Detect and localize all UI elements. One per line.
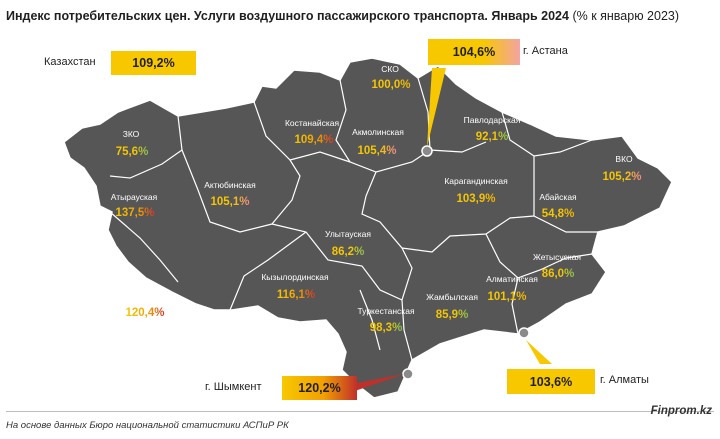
almaty-pointer <box>526 340 552 364</box>
region-name-ulytau: Улытауская <box>325 229 371 239</box>
shymkent-value: 120,2% <box>298 381 341 395</box>
region-value-vko: 105,2% <box>602 171 642 183</box>
almaty-box <box>507 369 595 394</box>
region-name-pavlodar: Павлодарская <box>463 115 521 125</box>
region-value-akmola: 105,4% <box>357 145 397 157</box>
astana-pointer <box>427 68 446 147</box>
chart-title: Индекс потребительских цен. Услуги возду… <box>6 9 679 23</box>
shymkent-box <box>282 376 357 400</box>
region-name-almaty-region: Алматинская <box>486 274 538 284</box>
kazakhstan-value: 109,2% <box>132 56 175 70</box>
region-name-aktobe: Актюбинская <box>204 180 256 190</box>
almaty-label: г. Алматы <box>600 374 649 386</box>
region-value-zhambyl: 85,9% <box>435 309 469 321</box>
almaty-value: 103,6% <box>529 374 573 389</box>
region-name-atyrau: Атырауская <box>110 192 158 202</box>
brand-logo: Finprom.kz <box>650 405 712 417</box>
shymkent-label: г. Шымкент <box>205 381 262 393</box>
astana-marker <box>421 145 433 157</box>
region-value-sko: 100,0% <box>371 79 411 91</box>
region-value-kostanay: 109,4% <box>294 134 334 146</box>
region-name-karaganda: Карагандинская <box>444 176 508 186</box>
region-name-kyzylorda: Кызылординская <box>261 272 329 282</box>
footer-divider <box>6 411 714 412</box>
almaty-marker <box>518 327 530 339</box>
region-name-kostanay: Костанайская <box>284 118 340 128</box>
kazakhstan-label: Казахстан <box>44 56 96 68</box>
kazakhstan-box <box>111 51 196 75</box>
region-value-abay: 54,8% <box>541 208 575 220</box>
region-value-mangistau: 120,4% <box>125 307 165 319</box>
region-value-zhetysu: 86,0% <box>541 268 575 280</box>
region-name-abay: Абайская <box>539 192 577 202</box>
title-main: Индекс потребительских цен. Услуги возду… <box>6 9 569 23</box>
region-value-almaty-region: 101,1% <box>487 291 527 303</box>
astana-label: г. Астана <box>523 45 568 57</box>
region-value-zko: 75,6% <box>115 146 149 158</box>
region-borders <box>109 77 598 361</box>
astana-box <box>428 39 520 65</box>
region-name-zko: ЗКО <box>122 129 140 139</box>
region-name-vko: ВКО <box>615 154 633 164</box>
region-name-akmola: Акмолинская <box>352 127 404 137</box>
region-name-mangistau: Мангистауская <box>118 292 178 302</box>
region-value-turkestan: 98,3% <box>369 322 403 334</box>
region-value-ulytau: 86,2% <box>331 246 365 258</box>
shymkent-marker <box>402 368 414 380</box>
title-suffix: (% к январю 2023) <box>572 9 680 23</box>
source-note: На основе данных Бюро национальной стати… <box>6 420 289 431</box>
astana-value: 104,6% <box>452 45 496 59</box>
region-name-zhetysu: Жетысуская <box>532 252 582 262</box>
region-value-kyzylorda: 116,1% <box>276 289 316 301</box>
region-name-zhambyl: Жамбылская <box>426 292 478 302</box>
region-value-aktobe: 105,1% <box>210 196 250 208</box>
region-name-sko: СКО <box>381 64 399 74</box>
region-value-pavlodar: 92,1% <box>475 131 509 143</box>
country-outline <box>63 57 673 399</box>
region-name-turkestan: Туркестанская <box>357 306 415 316</box>
shymkent-pointer <box>352 374 404 392</box>
region-value-atyrau: 137,5% <box>115 207 155 219</box>
region-value-karaganda: 103,9% <box>456 193 496 205</box>
